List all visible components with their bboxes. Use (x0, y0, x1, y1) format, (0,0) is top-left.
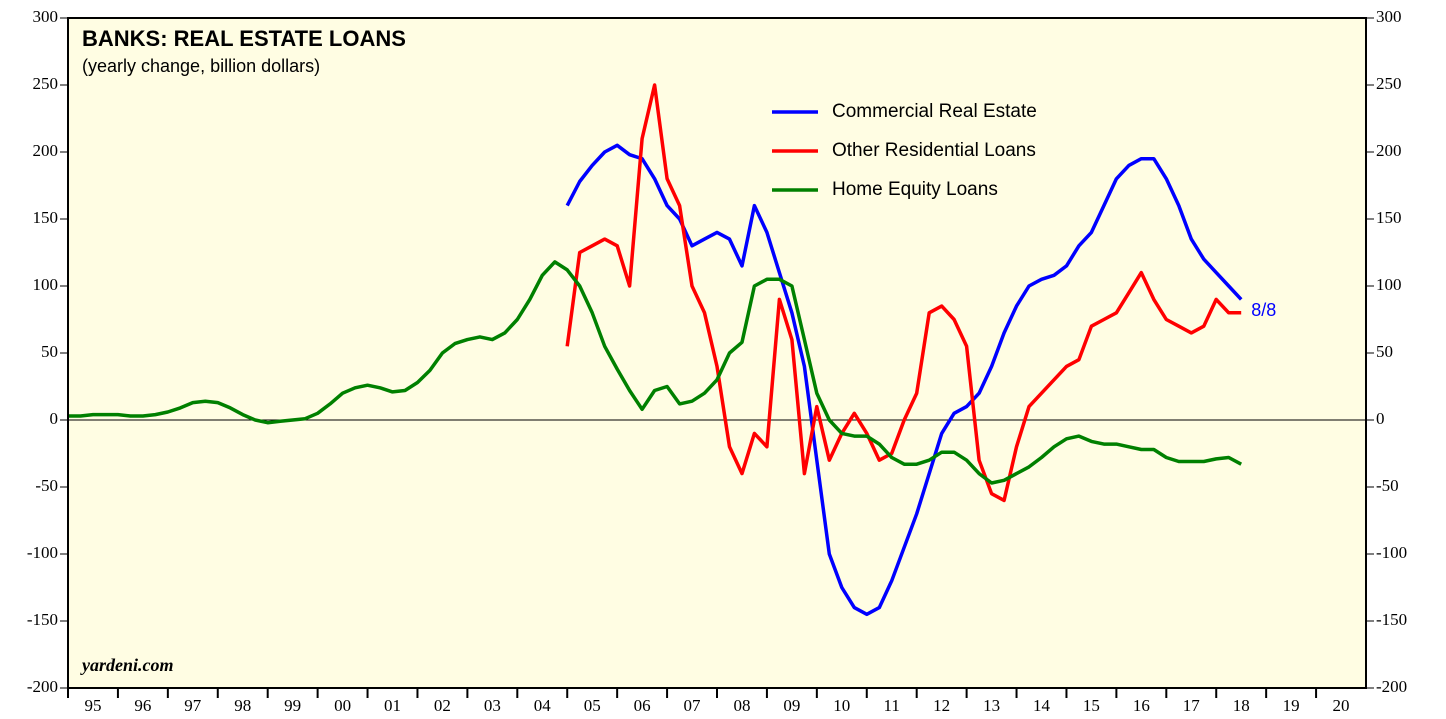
y2-tick-label: 250 (1376, 74, 1402, 93)
series-line (68, 260, 1243, 485)
x-tick-label: 10 (833, 696, 850, 715)
series-line (565, 143, 1243, 617)
x-tick-label: 08 (733, 696, 750, 715)
y-tick-label: 0 (50, 409, 59, 428)
x-tick-label: 15 (1083, 696, 1100, 715)
y2-tick-label: 50 (1376, 342, 1393, 361)
plot-frame (67, 17, 1367, 689)
x-tick-label: 05 (584, 696, 601, 715)
y2-tick-label: -50 (1376, 476, 1399, 495)
x-tick-label: 03 (484, 696, 501, 715)
y2-tick-label: 150 (1376, 208, 1402, 227)
x-tick-label: 99 (284, 696, 301, 715)
y2-tick-label: -150 (1376, 610, 1407, 629)
plot-background (68, 18, 1366, 688)
x-tick-label: 07 (684, 696, 702, 715)
x-tick-label: 16 (1133, 696, 1150, 715)
x-tick-label: 96 (134, 696, 151, 715)
y-tick-label: 50 (41, 342, 58, 361)
x-tick-label: 00 (334, 696, 351, 715)
x-tick-label: 12 (933, 696, 950, 715)
x-tick-label: 17 (1183, 696, 1201, 715)
source: yardeni.com (80, 655, 174, 675)
legend-label: Commercial Real Estate (832, 101, 1037, 122)
legend-label: Other Residential Loans (832, 140, 1036, 161)
legend-label: Home Equity Loans (832, 179, 998, 200)
chart-title: BANKS: REAL ESTATE LOANS (82, 26, 406, 51)
y-tick-label: -200 (27, 677, 58, 696)
y2-tick-label: 100 (1376, 275, 1402, 294)
annotation: 8/8 (1251, 300, 1276, 320)
y-tick-label: 250 (33, 74, 59, 93)
x-tick-label: 18 (1233, 696, 1250, 715)
series-line (565, 83, 1242, 503)
x-tick-label: 11 (884, 696, 900, 715)
x-tick-label: 01 (384, 696, 401, 715)
y-tick-label: 300 (33, 7, 59, 26)
x-tick-label: 04 (534, 696, 552, 715)
x-tick-label: 02 (434, 696, 451, 715)
y2-tick-label: -200 (1376, 677, 1407, 696)
x-tick-label: 20 (1333, 696, 1350, 715)
y-tick-label: -150 (27, 610, 58, 629)
x-tick-label: 13 (983, 696, 1000, 715)
y-tick-label: -50 (35, 476, 58, 495)
x-tick-label: 98 (234, 696, 251, 715)
x-tick-label: 06 (634, 696, 651, 715)
y-tick-label: 200 (33, 141, 59, 160)
x-tick-label: 09 (783, 696, 800, 715)
x-tick-label: 97 (184, 696, 202, 715)
x-tick-label: 14 (1033, 696, 1051, 715)
y2-tick-label: 200 (1376, 141, 1402, 160)
y2-tick-label: -100 (1376, 543, 1407, 562)
y-tick-label: 100 (33, 275, 59, 294)
chart-subtitle: (yearly change, billion dollars) (82, 56, 320, 76)
y-tick-label: 150 (33, 208, 59, 227)
y2-tick-label: 300 (1376, 7, 1402, 26)
x-tick-label: 95 (84, 696, 101, 715)
y-tick-label: -100 (27, 543, 58, 562)
y2-tick-label: 0 (1376, 409, 1385, 428)
x-tick-label: 19 (1283, 696, 1300, 715)
